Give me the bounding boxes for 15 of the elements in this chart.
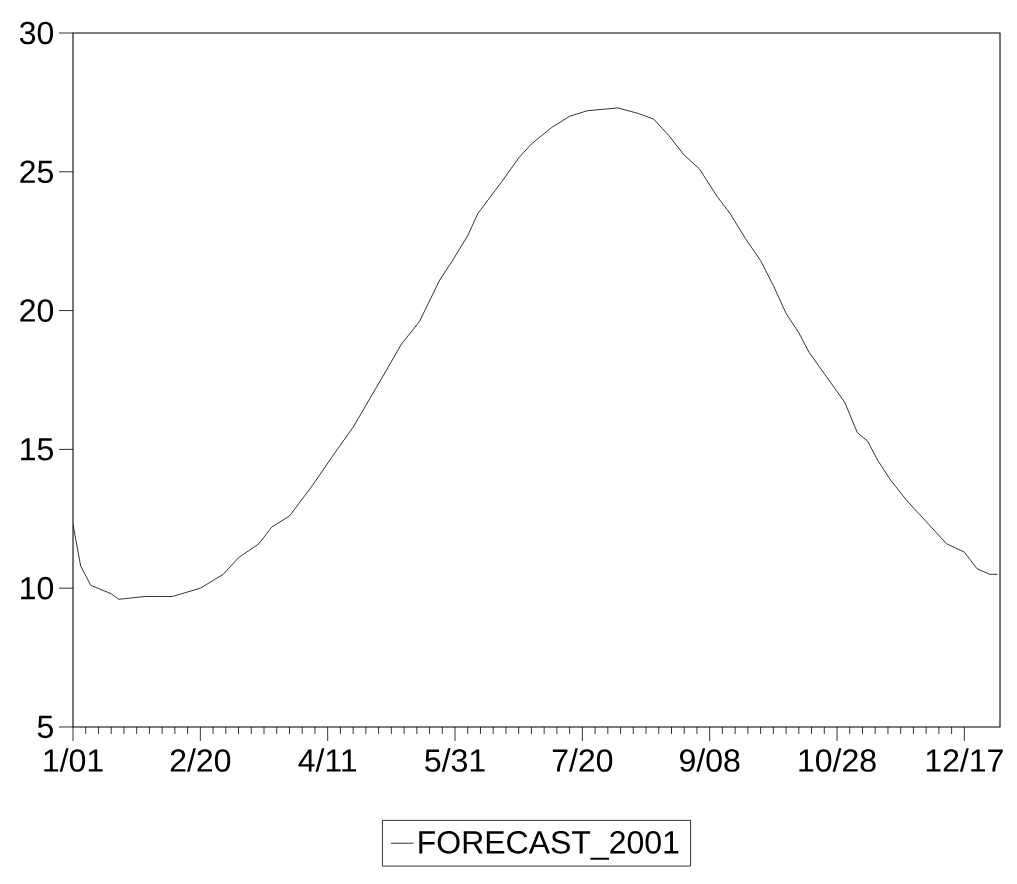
x-tick-label: 2/20 [170,748,231,772]
x-tick-label: 10/28 [799,748,876,772]
y-tick-label: 5 [37,715,53,739]
y-tick-label: 25 [20,160,53,184]
x-tick-label: 1/01 [44,748,103,772]
x-tick-label: 12/17 [926,748,1003,772]
y-tick-label: 20 [20,299,54,322]
legend-label: FORECAST_2001 [419,831,679,860]
x-tick-label: 7/20 [552,748,613,772]
y-tick-label: 10 [21,576,54,600]
x-tick-label: 9/08 [680,748,740,772]
x-tick-label: 5/31 [425,748,485,772]
x-tick-label: 4/11 [298,748,357,772]
y-tick-label: 30 [19,21,54,45]
y-tick-label: 15 [21,438,53,461]
